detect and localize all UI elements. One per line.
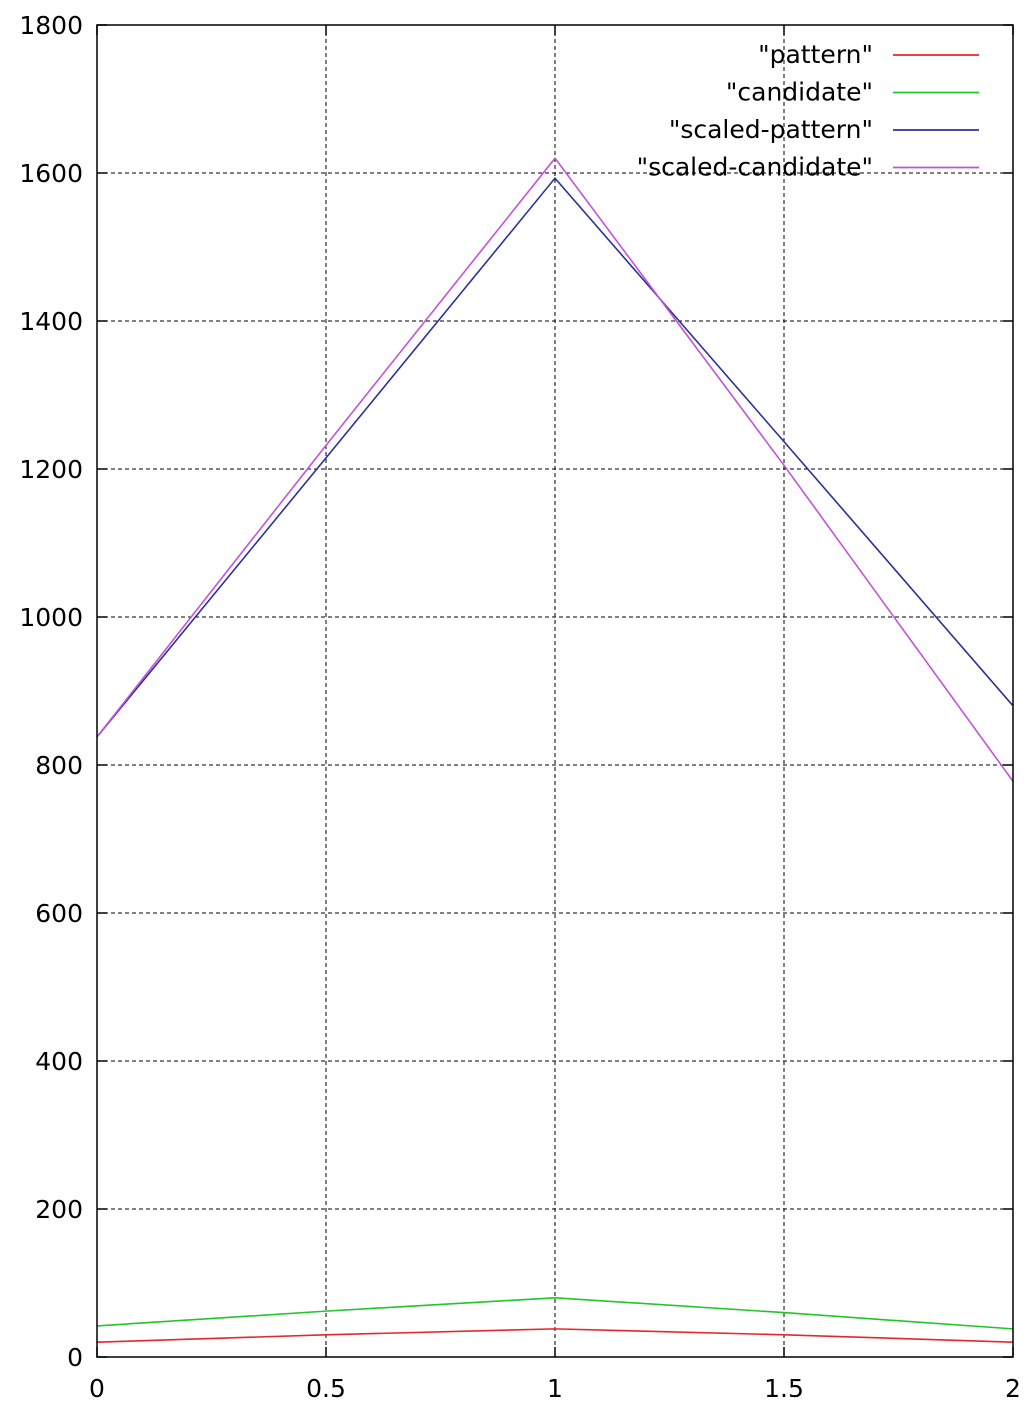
x-tick-label: 2 bbox=[1005, 1374, 1021, 1403]
y-tick-label: 200 bbox=[35, 1195, 83, 1224]
legend-label: "scaled-pattern" bbox=[669, 115, 873, 144]
legend: "pattern" "candidate" "scaled-pattern" "sca… bbox=[637, 40, 979, 182]
y-tick-label: 0 bbox=[67, 1343, 83, 1372]
legend-label: "pattern" bbox=[758, 40, 873, 69]
y-tick-label: 1800 bbox=[19, 11, 83, 40]
y-axis-ticks: 0 200 400 600 800 1000 1200 1400 1600 1800 bbox=[19, 11, 1013, 1372]
y-tick-label: 1400 bbox=[19, 307, 83, 336]
legend-label: "candidate" bbox=[726, 78, 873, 107]
legend-label: "scaled-candidate" bbox=[637, 153, 873, 182]
x-tick-label: 1 bbox=[547, 1374, 563, 1403]
x-tick-label: 0 bbox=[89, 1374, 105, 1403]
x-tick-label: 0.5 bbox=[306, 1374, 346, 1403]
y-tick-label: 1600 bbox=[19, 159, 83, 188]
y-tick-label: 1200 bbox=[19, 455, 83, 484]
y-tick-label: 600 bbox=[35, 899, 83, 928]
y-tick-label: 400 bbox=[35, 1047, 83, 1076]
y-tick-label: 1000 bbox=[19, 603, 83, 632]
series-lines bbox=[96, 156, 1014, 1343]
series-line-scaled-pattern bbox=[96, 176, 1014, 738]
x-axis-ticks: 0 0.5 1 1.5 2 bbox=[89, 25, 1021, 1403]
grid-lines bbox=[97, 25, 1013, 1357]
y-tick-label: 800 bbox=[35, 751, 83, 780]
x-tick-label: 1.5 bbox=[764, 1374, 804, 1403]
